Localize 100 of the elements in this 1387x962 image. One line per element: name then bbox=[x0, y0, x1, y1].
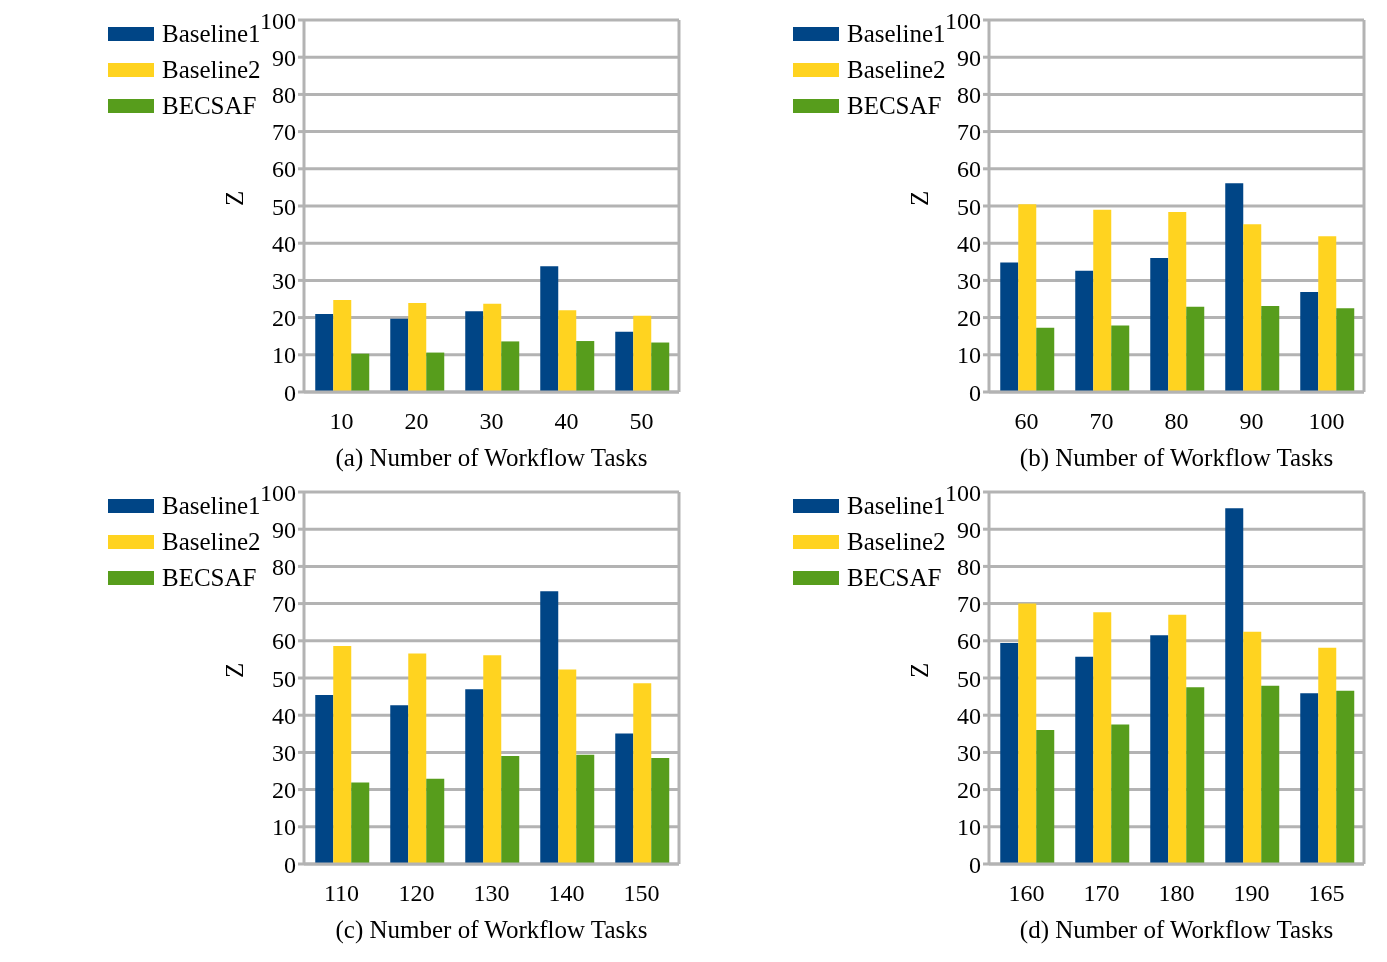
x-tick-label: 50 bbox=[629, 408, 654, 435]
y-tick-label: 50 bbox=[272, 193, 296, 220]
bar bbox=[501, 756, 520, 864]
bar bbox=[426, 352, 445, 392]
bar bbox=[465, 311, 484, 392]
bar bbox=[351, 782, 370, 864]
y-tick-label: 0 bbox=[969, 379, 981, 406]
x-tick-label: 70 bbox=[1089, 408, 1114, 435]
legend-label: Baseline2 bbox=[162, 528, 261, 556]
bar bbox=[1150, 635, 1169, 864]
y-tick-label: 10 bbox=[957, 814, 981, 841]
x-tick-label: 10 bbox=[329, 408, 354, 435]
x-axis-title: (c) Number of Workflow Tasks bbox=[335, 916, 648, 944]
bar bbox=[540, 591, 559, 864]
bar bbox=[483, 655, 502, 864]
y-tick-label: 70 bbox=[957, 119, 981, 146]
y-tick-label: 50 bbox=[272, 665, 296, 692]
bar bbox=[1036, 730, 1055, 864]
bar bbox=[1150, 258, 1169, 392]
legend-label: Baseline2 bbox=[847, 528, 946, 556]
bar bbox=[1243, 631, 1262, 864]
x-tick-label: 165 bbox=[1308, 880, 1345, 907]
bar bbox=[1336, 690, 1355, 864]
legend-label: Baseline1 bbox=[162, 492, 261, 520]
y-tick-label: 90 bbox=[957, 516, 981, 543]
x-tick-label: 40 bbox=[554, 408, 579, 435]
y-tick-label: 70 bbox=[957, 591, 981, 618]
bar bbox=[408, 653, 427, 864]
x-tick-label: 130 bbox=[473, 880, 510, 907]
bar bbox=[1093, 209, 1112, 392]
bar bbox=[576, 754, 595, 864]
bar bbox=[615, 331, 634, 392]
x-tick-label: 160 bbox=[1008, 880, 1045, 907]
bar bbox=[1300, 693, 1319, 864]
bar bbox=[1336, 308, 1355, 392]
y-tick-label: 20 bbox=[957, 777, 981, 804]
y-tick-label: 30 bbox=[272, 739, 296, 766]
bar bbox=[1186, 687, 1205, 864]
y-tick-label: 40 bbox=[957, 702, 981, 729]
bar bbox=[390, 705, 409, 864]
bar bbox=[315, 313, 334, 392]
x-tick-label: 190 bbox=[1233, 880, 1270, 907]
y-tick-label: 50 bbox=[957, 665, 981, 692]
bar bbox=[1093, 612, 1112, 864]
y-tick-label: 30 bbox=[272, 267, 296, 294]
y-tick-label: 80 bbox=[957, 81, 981, 108]
y-axis-title: Z bbox=[905, 662, 933, 678]
bar bbox=[1111, 325, 1130, 392]
bar bbox=[333, 646, 352, 864]
bar bbox=[1075, 656, 1094, 864]
x-tick-label: 100 bbox=[1308, 408, 1345, 435]
bar bbox=[1111, 724, 1130, 864]
y-tick-label: 10 bbox=[272, 342, 296, 369]
y-tick-label: 30 bbox=[957, 267, 981, 294]
y-axis-title: Z bbox=[220, 190, 248, 206]
bar bbox=[390, 318, 409, 392]
x-tick-label: 20 bbox=[404, 408, 429, 435]
y-tick-label: 90 bbox=[272, 516, 296, 543]
x-axis-title: (a) Number of Workflow Tasks bbox=[335, 444, 648, 472]
bar bbox=[615, 733, 634, 864]
bar bbox=[351, 353, 370, 392]
legend-label: Baseline1 bbox=[847, 492, 946, 520]
y-tick-label: 40 bbox=[272, 230, 296, 257]
legend-label: Baseline2 bbox=[162, 56, 261, 84]
x-tick-label: 60 bbox=[1014, 408, 1039, 435]
y-tick-label: 40 bbox=[957, 230, 981, 257]
bar bbox=[501, 341, 520, 392]
legend-label: Baseline1 bbox=[162, 20, 261, 48]
bar bbox=[426, 778, 445, 864]
y-tick-label: 80 bbox=[272, 81, 296, 108]
bar bbox=[1075, 270, 1094, 392]
bar bbox=[633, 315, 652, 392]
y-tick-label: 0 bbox=[284, 379, 296, 406]
y-axis-title: Z bbox=[220, 662, 248, 678]
bar bbox=[465, 689, 484, 864]
legend-label: BECSAF bbox=[162, 92, 257, 120]
legend-label: BECSAF bbox=[847, 92, 942, 120]
bar bbox=[633, 683, 652, 864]
y-tick-label: 60 bbox=[272, 156, 296, 183]
x-tick-label: 140 bbox=[548, 880, 585, 907]
bar bbox=[1036, 327, 1055, 392]
x-axis-title: (b) Number of Workflow Tasks bbox=[1019, 444, 1334, 472]
x-tick-label: 170 bbox=[1083, 880, 1120, 907]
y-tick-label: 70 bbox=[272, 591, 296, 618]
x-tick-label: 30 bbox=[479, 408, 504, 435]
y-tick-label: 10 bbox=[272, 814, 296, 841]
x-axis-title: (d) Number of Workflow Tasks bbox=[1019, 916, 1334, 944]
x-tick-label: 80 bbox=[1164, 408, 1189, 435]
bar bbox=[408, 303, 427, 392]
bar bbox=[315, 695, 334, 864]
y-tick-label: 0 bbox=[284, 851, 296, 878]
bar bbox=[483, 303, 502, 392]
y-tick-label: 20 bbox=[272, 777, 296, 804]
bar bbox=[1300, 291, 1319, 392]
bar bbox=[1261, 685, 1280, 864]
y-tick-label: 100 bbox=[260, 479, 296, 506]
x-tick-label: 90 bbox=[1239, 408, 1264, 435]
x-tick-label: 180 bbox=[1158, 880, 1195, 907]
bar bbox=[1018, 204, 1037, 392]
bar bbox=[1168, 614, 1187, 864]
